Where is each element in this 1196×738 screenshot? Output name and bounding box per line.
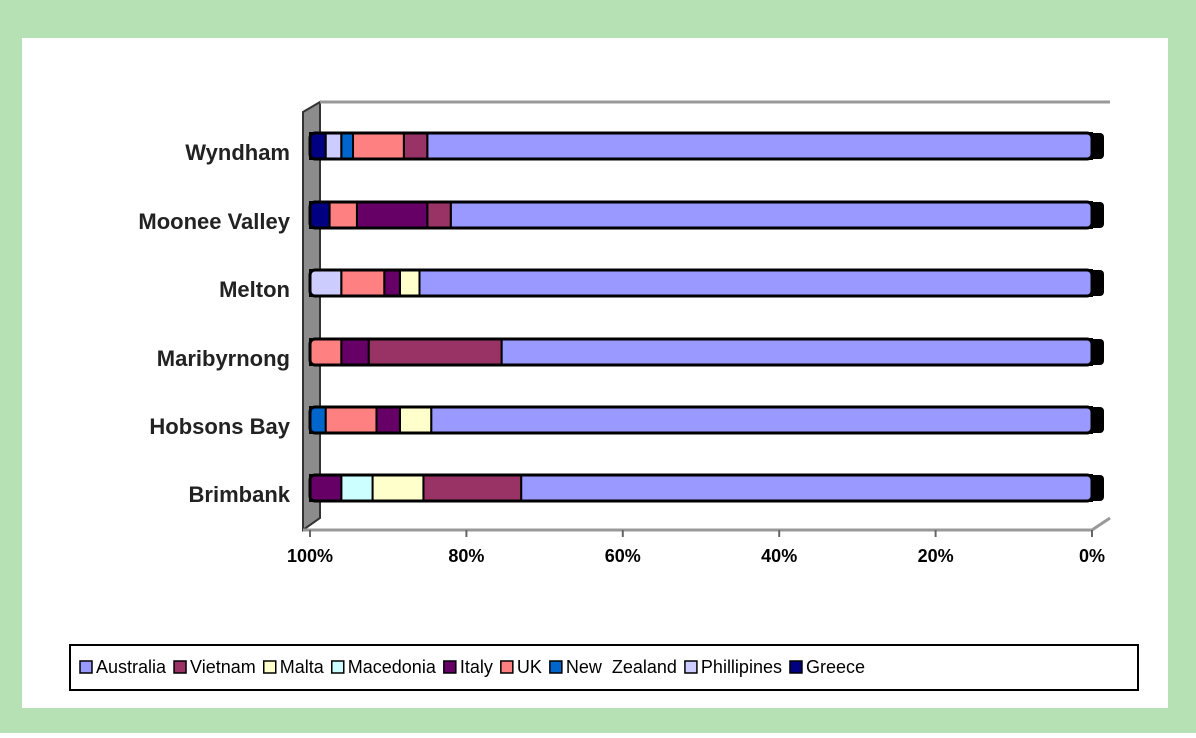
bar-segment <box>352 132 405 160</box>
legend-swatch <box>500 660 514 674</box>
bar-segment <box>383 269 401 297</box>
legend-label: New Zealand <box>566 657 677 677</box>
bar-segment <box>520 474 1093 502</box>
bar-outline <box>308 405 1094 435</box>
bar-segment <box>449 201 1093 229</box>
bar-segment <box>402 132 429 160</box>
legend-box <box>69 644 1139 691</box>
bar-segment <box>324 132 343 160</box>
bar-segment <box>340 338 370 366</box>
legend-swatch <box>789 660 803 674</box>
bar-outline <box>308 337 1094 367</box>
legend-swatch <box>79 660 93 674</box>
x-tick-label: 0% <box>1079 546 1105 566</box>
legend-label: Macedonia <box>348 657 437 677</box>
bar-segment <box>426 201 452 229</box>
legend-swatch <box>684 660 698 674</box>
y-tick-label: Wyndham <box>185 140 290 165</box>
bar-segment <box>371 474 425 502</box>
legend-label: Greece <box>806 657 865 677</box>
legend-label: UK <box>517 657 542 677</box>
y-tick-label: Maribyrnong <box>157 346 290 371</box>
legend-swatch <box>263 660 277 674</box>
bar-segment <box>398 269 421 297</box>
bar-segment <box>309 338 343 366</box>
bar-segment <box>340 474 374 502</box>
bar-segment <box>309 201 331 229</box>
y-tick-label: Melton <box>219 277 290 302</box>
bar-outline <box>308 473 1094 503</box>
side-wall <box>302 100 321 532</box>
bar-segment <box>328 201 358 229</box>
legend-swatch <box>549 660 563 674</box>
legend-label: Vietnam <box>190 657 256 677</box>
bar-segment <box>418 269 1094 297</box>
bar-segment <box>422 474 523 502</box>
y-tick-label: Moonee Valley <box>138 209 290 234</box>
x-tick-label: 20% <box>918 546 954 566</box>
bar-segment <box>398 406 433 434</box>
legend-swatch <box>443 660 457 674</box>
bar-segment <box>355 201 429 229</box>
bar-segment <box>340 269 386 297</box>
floor-edge <box>1091 516 1111 532</box>
legend-swatch <box>173 660 187 674</box>
legend-swatch <box>331 660 345 674</box>
y-tick-label: Brimbank <box>189 482 291 507</box>
bar-segment <box>324 406 378 434</box>
bar-segment <box>309 269 343 297</box>
bar-outline <box>308 200 1094 230</box>
legend-label: Australia <box>96 657 167 677</box>
legend-label: Phillipines <box>701 657 782 677</box>
x-tick-label: 80% <box>448 546 484 566</box>
x-tick-label: 100% <box>287 546 333 566</box>
bar-segment <box>430 406 1093 434</box>
bar-segment <box>309 132 327 160</box>
bar-segment <box>500 338 1093 366</box>
bar-outline <box>308 268 1094 298</box>
y-tick-label: Hobsons Bay <box>149 414 290 439</box>
legend-label: Italy <box>460 657 493 677</box>
bar-segment <box>340 132 355 160</box>
legend-label: Malta <box>280 657 325 677</box>
x-tick-label: 60% <box>605 546 641 566</box>
bar-outline <box>308 131 1094 161</box>
bar-segment <box>309 474 343 502</box>
x-tick-label: 40% <box>761 546 797 566</box>
bar-segment <box>367 338 503 366</box>
bar-segment <box>426 132 1093 160</box>
bar-segment <box>375 406 401 434</box>
bar-segment <box>309 406 327 434</box>
